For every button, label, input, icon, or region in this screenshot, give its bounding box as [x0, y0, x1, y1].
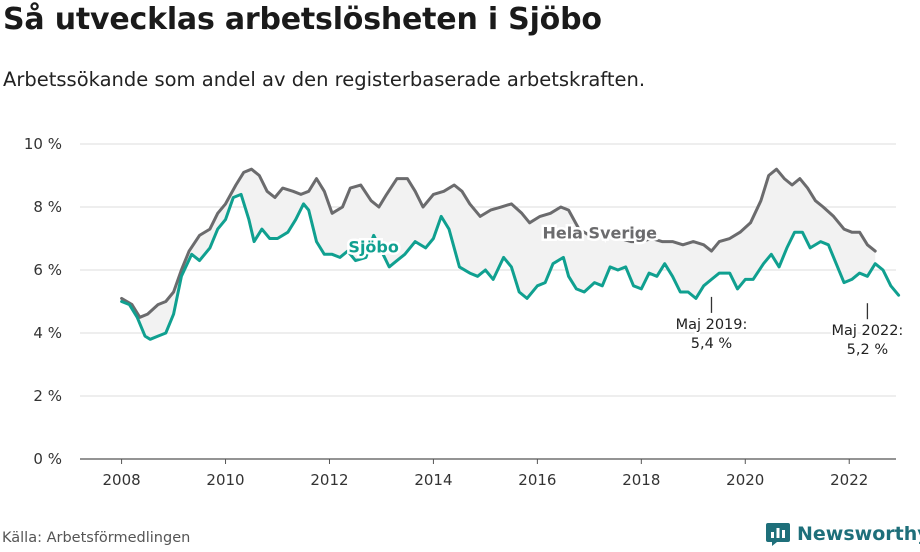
- newsworthy-chart-bubble-icon: [766, 523, 790, 546]
- x-tick-label: 2014: [414, 471, 452, 489]
- chart-subtitle: Arbetssökande som andel av den registerb…: [3, 68, 646, 91]
- source-note: Källa: Arbetsförmedlingen: [2, 530, 191, 546]
- series-lines: [120, 167, 901, 341]
- x-tick-label: 2016: [518, 471, 556, 489]
- y-tick-label: 2 %: [33, 387, 62, 405]
- brand-name: Newsworthy: [797, 523, 920, 545]
- y-axis-ticks: 0 % 2 % 4 % 6 % 8 % 10 %: [24, 135, 62, 468]
- annotation-label: 5,2 %: [847, 342, 888, 358]
- y-tick-label: 6 %: [33, 261, 62, 279]
- y-tick-label: 4 %: [33, 324, 62, 342]
- series-label: Hela Sverige: [542, 224, 657, 243]
- x-tick-label: 2022: [830, 471, 868, 489]
- brand-logo: Newsworthy: [765, 521, 920, 547]
- annotations: Maj 2019: 5,4 % Maj 2022: 5,2 %: [674, 296, 905, 360]
- annotation-label: Maj 2019:: [676, 317, 748, 333]
- series-label: Sjöbo: [348, 238, 398, 257]
- x-tick-label: 2012: [310, 471, 348, 489]
- annotation-label: 5,4 %: [691, 336, 732, 352]
- series-line-hela-sverige: [120, 167, 877, 319]
- x-axis-ticks: 2008 2010 2012 2014 2016 2018 2020 2022: [102, 459, 868, 489]
- x-tick-label: 2018: [622, 471, 660, 489]
- y-tick-label: 10 %: [24, 135, 62, 153]
- y-tick-label: 8 %: [33, 198, 62, 216]
- x-tick-label: 2010: [206, 471, 244, 489]
- x-tick-label: 2008: [102, 471, 140, 489]
- y-tick-label: 0 %: [33, 450, 62, 468]
- annotation-label: Maj 2022:: [831, 323, 903, 339]
- series-labels: Hela Sverige Sjöbo: [346, 221, 660, 259]
- chart-title: Så utvecklas arbetslösheten i Sjöbo: [3, 2, 602, 37]
- x-tick-label: 2020: [726, 471, 764, 489]
- series-line-sjobo: [120, 192, 901, 341]
